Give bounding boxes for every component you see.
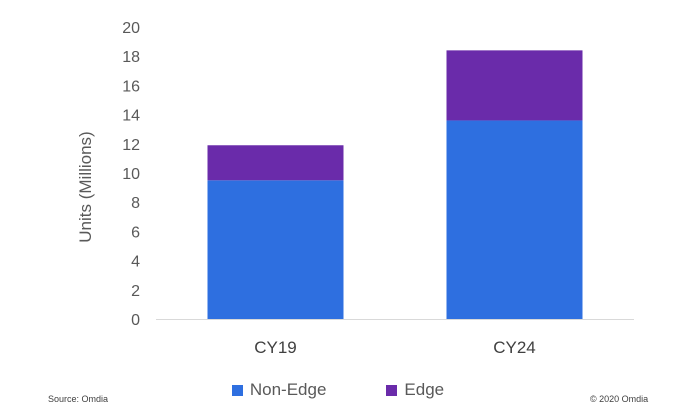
x-tick-label: CY19 (254, 338, 297, 357)
y-axis-ticks: 0 2 4 6 8 10 12 14 16 18 20 (122, 20, 140, 329)
bar-non-edge-cy19 (207, 180, 344, 319)
legend-item-edge: Edge (386, 380, 444, 400)
y-tick-label: 8 (131, 195, 140, 212)
y-axis-label: Units (Millions) (76, 131, 95, 242)
legend-label-non-edge: Non-Edge (249, 380, 327, 399)
y-tick-label: 10 (122, 166, 140, 183)
y-tick-label: 4 (131, 254, 140, 271)
x-tick-label: CY24 (493, 338, 536, 357)
legend-label-edge: Edge (404, 380, 445, 399)
y-tick-label: 16 (122, 78, 140, 95)
y-tick-label: 14 (122, 108, 140, 125)
y-tick-label: 6 (131, 224, 140, 241)
y-tick-label: 2 (131, 283, 140, 300)
y-tick-label: 0 (131, 312, 140, 329)
y-tick-label: 20 (122, 20, 140, 37)
legend: Non-Edge Edge (0, 380, 676, 400)
bar-non-edge-cy24 (446, 120, 583, 319)
legend-swatch-non-edge (231, 384, 243, 396)
bar-edge-cy19 (207, 145, 344, 181)
bars-group (207, 50, 583, 319)
y-tick-label: 12 (122, 137, 140, 154)
legend-swatch-edge (386, 384, 398, 396)
legend-item-non-edge: Non-Edge (231, 380, 327, 400)
bar-edge-cy24 (446, 50, 583, 121)
source-note: Source: Omdia (48, 394, 109, 404)
x-axis-labels: CY19 CY24 (254, 338, 536, 357)
copyright-note: © 2020 Omdia (590, 394, 649, 404)
y-tick-label: 18 (122, 49, 140, 66)
